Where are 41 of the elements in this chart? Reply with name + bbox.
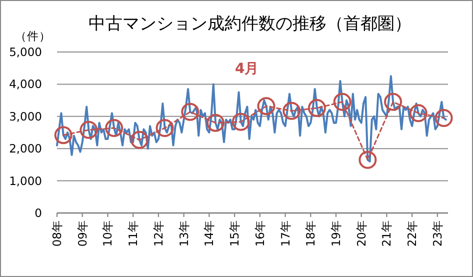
point bbox=[333, 92, 352, 111]
x-tick-label: 13年 bbox=[176, 220, 191, 247]
point bbox=[206, 114, 225, 132]
x-tick-label: 16年 bbox=[252, 220, 267, 247]
x-tick-label: 11年 bbox=[126, 220, 140, 247]
point bbox=[282, 102, 301, 120]
x-tick-label: 23年 bbox=[430, 220, 444, 247]
x-tick-label: 14年 bbox=[202, 220, 216, 247]
point bbox=[434, 109, 453, 128]
point bbox=[156, 118, 174, 137]
x-tick-label: 22年 bbox=[405, 220, 420, 247]
point bbox=[54, 126, 72, 144]
x-tick-label: 12年 bbox=[151, 220, 166, 247]
point bbox=[181, 102, 200, 121]
y-tick-label: 0 bbox=[34, 206, 42, 220]
y-axis-title: （件） bbox=[15, 29, 51, 43]
x-tick-label: 21年 bbox=[380, 220, 394, 247]
x-tick-label: 18年 bbox=[304, 220, 318, 247]
point bbox=[308, 99, 326, 118]
point bbox=[105, 118, 124, 137]
x-tick-label: 09年 bbox=[75, 220, 90, 247]
point bbox=[384, 92, 402, 111]
y-tick-label: 5,000 bbox=[9, 45, 42, 59]
x-tick-label: 17年 bbox=[278, 220, 292, 247]
series-label: 4月 bbox=[235, 60, 259, 77]
x-tick-label: 19年 bbox=[328, 220, 343, 247]
y-tick-label: 2,000 bbox=[9, 142, 42, 156]
point bbox=[257, 97, 276, 116]
x-tick-label: 20年 bbox=[354, 220, 368, 247]
chart-title: 中古マンション成約件数の推移（首都圏） bbox=[88, 14, 412, 34]
y-tick-label: 3,000 bbox=[9, 109, 42, 124]
point bbox=[358, 150, 377, 169]
x-tick-label: 10年 bbox=[100, 220, 115, 247]
y-tick-label: 4,000 bbox=[9, 77, 42, 92]
point bbox=[130, 130, 148, 149]
point bbox=[80, 120, 98, 139]
point bbox=[409, 104, 428, 122]
x-tick-label: 15年 bbox=[228, 220, 242, 247]
point bbox=[232, 112, 250, 131]
y-tick-label: 1,000 bbox=[9, 174, 42, 188]
x-tick-label: 08年 bbox=[50, 220, 64, 247]
